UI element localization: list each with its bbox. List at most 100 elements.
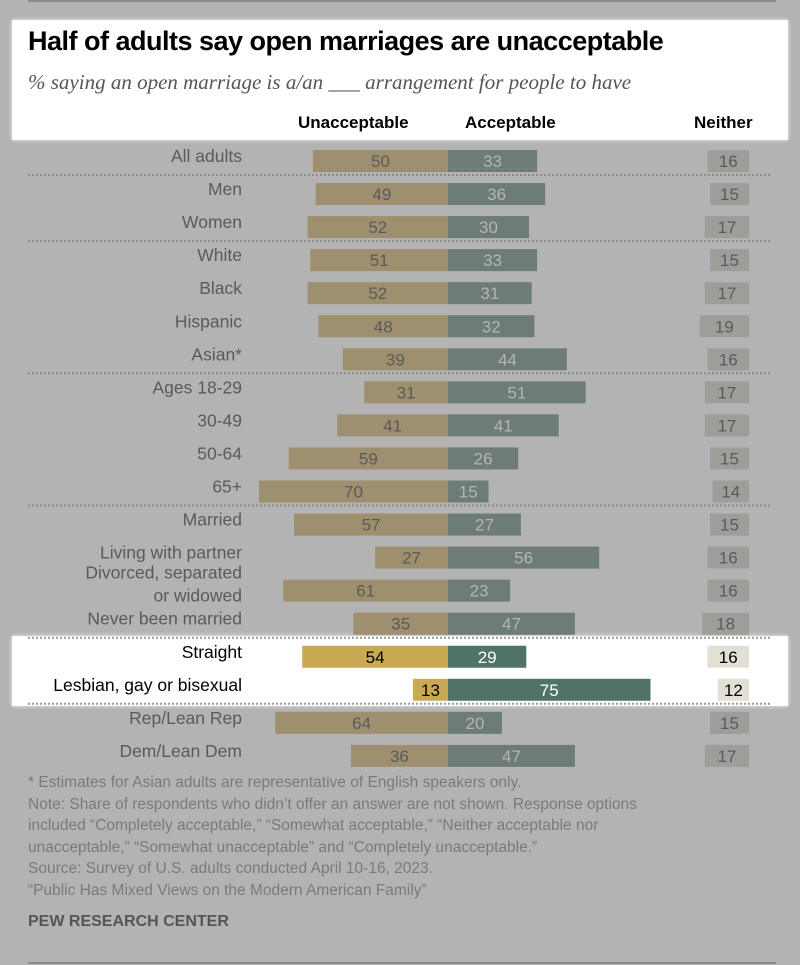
value-label-unacceptable: 61: [356, 582, 375, 601]
value-label-neither: 18: [716, 615, 735, 634]
value-label-acceptable: 41: [494, 416, 513, 435]
bar-neither: [707, 579, 749, 602]
value-label-neither: 17: [717, 284, 736, 303]
value-label-acceptable: 33: [483, 152, 502, 171]
bar-acceptable: [448, 414, 559, 437]
value-label-acceptable: 31: [480, 284, 499, 303]
bar-unacceptable: [288, 447, 448, 470]
value-label-acceptable: 27: [475, 516, 494, 535]
value-label-neither: 12: [724, 681, 743, 700]
category-label: Black: [199, 278, 242, 298]
bar-unacceptable: [342, 348, 448, 371]
bar-neither: [712, 480, 749, 503]
bar-acceptable: [448, 381, 586, 404]
value-label-acceptable: 26: [474, 449, 493, 468]
bar-acceptable: [448, 645, 527, 668]
note-line: included “Completely acceptable,” “Somew…: [28, 817, 599, 834]
bar-acceptable: [448, 315, 535, 338]
category-label: Living with partner: [100, 543, 242, 563]
pew-logo-text: PEW RESEARCH CENTER: [28, 913, 229, 930]
value-label-acceptable: 15: [459, 483, 478, 502]
column-header-unacceptable: Unacceptable: [298, 113, 409, 132]
bar-neither: [704, 414, 749, 437]
bar-acceptable: [448, 183, 546, 206]
value-label-acceptable: 23: [470, 582, 489, 601]
bar-unacceptable: [315, 183, 448, 206]
bar-acceptable: [448, 579, 511, 602]
value-label-unacceptable: 51: [370, 251, 389, 270]
bottom-rule: [28, 962, 776, 964]
value-label-unacceptable: 54: [366, 648, 385, 667]
bar-acceptable: [448, 513, 521, 536]
category-label: Divorced, separated: [85, 563, 242, 583]
value-label-neither: 17: [717, 218, 736, 237]
bar-acceptable: [448, 678, 651, 701]
note-line: Source: Survey of U.S. adults conducted …: [28, 860, 433, 877]
bar-neither: [710, 447, 749, 470]
value-label-neither: 17: [717, 416, 736, 435]
diverging-bar-chart: All adults 50 33 16 Men 49 36 15 Women 52 30 17 Whit…: [28, 146, 770, 767]
bar-unacceptable: [302, 645, 448, 668]
bar-unacceptable: [294, 513, 448, 536]
category-label: Married: [183, 510, 242, 530]
bar-acceptable: [448, 216, 529, 239]
category-label: Hispanic: [175, 311, 242, 331]
bar-acceptable: [448, 480, 489, 503]
value-label-neither: 15: [720, 449, 739, 468]
bar-unacceptable: [259, 480, 448, 503]
bar-unacceptable: [275, 711, 448, 734]
value-label-neither: 15: [720, 185, 739, 204]
value-label-neither: 17: [717, 383, 736, 402]
category-label: 65+: [212, 477, 242, 497]
category-label: 50-64: [197, 443, 242, 463]
value-label-neither: 19: [715, 317, 734, 336]
bar-neither: [707, 546, 749, 569]
bar-unacceptable: [318, 315, 448, 338]
bar-neither: [707, 348, 749, 371]
bar-unacceptable: [412, 678, 448, 701]
value-label-unacceptable: 27: [402, 549, 421, 568]
bar-neither: [707, 645, 749, 668]
value-label-acceptable: 56: [514, 549, 533, 568]
value-label-acceptable: 36: [487, 185, 506, 204]
value-label-unacceptable: 70: [344, 483, 363, 502]
value-label-unacceptable: 36: [390, 747, 409, 766]
bar-neither: [710, 513, 749, 536]
chart-title: Half of adults say open marriages are un…: [28, 26, 664, 56]
value-label-unacceptable: 59: [359, 449, 378, 468]
bar-neither: [704, 282, 749, 305]
bar-acceptable: [448, 744, 575, 767]
value-label-neither: 15: [720, 714, 739, 733]
chart-notes: * Estimates for Asian adults are represe…: [28, 772, 768, 901]
bar-neither: [704, 216, 749, 239]
bar-unacceptable: [313, 150, 448, 172]
bar-acceptable: [448, 612, 575, 635]
bar-neither: [710, 249, 749, 272]
note-line: “Public Has Mixed Views on the Modern Am…: [28, 881, 427, 899]
value-label-acceptable: 47: [502, 615, 521, 634]
value-label-unacceptable: 52: [368, 218, 387, 237]
bar-neither: [707, 150, 749, 172]
category-label: All adults: [171, 146, 242, 166]
value-label-neither: 16: [719, 549, 738, 568]
value-label-unacceptable: 52: [368, 284, 387, 303]
bar-unacceptable: [307, 216, 448, 239]
value-label-unacceptable: 57: [362, 516, 381, 535]
bar-neither: [717, 678, 749, 701]
value-label-neither: 15: [720, 516, 739, 535]
category-label: Asian*: [191, 344, 242, 364]
value-label-acceptable: 32: [482, 317, 501, 336]
category-label: 30-49: [197, 410, 242, 430]
bar-neither: [704, 381, 749, 404]
bar-neither: [710, 183, 749, 206]
bar-neither: [699, 315, 749, 338]
bar-unacceptable: [353, 612, 448, 635]
bar-unacceptable: [307, 282, 448, 305]
bar-unacceptable: [364, 381, 448, 404]
value-label-unacceptable: 31: [397, 383, 416, 402]
value-label-unacceptable: 49: [372, 185, 391, 204]
note-line: unacceptable,” “Somewhat unacceptable” a…: [28, 838, 538, 856]
bar-unacceptable: [350, 744, 448, 767]
category-label: Lesbian, gay or bisexual: [53, 675, 242, 695]
value-label-neither: 16: [719, 582, 738, 601]
